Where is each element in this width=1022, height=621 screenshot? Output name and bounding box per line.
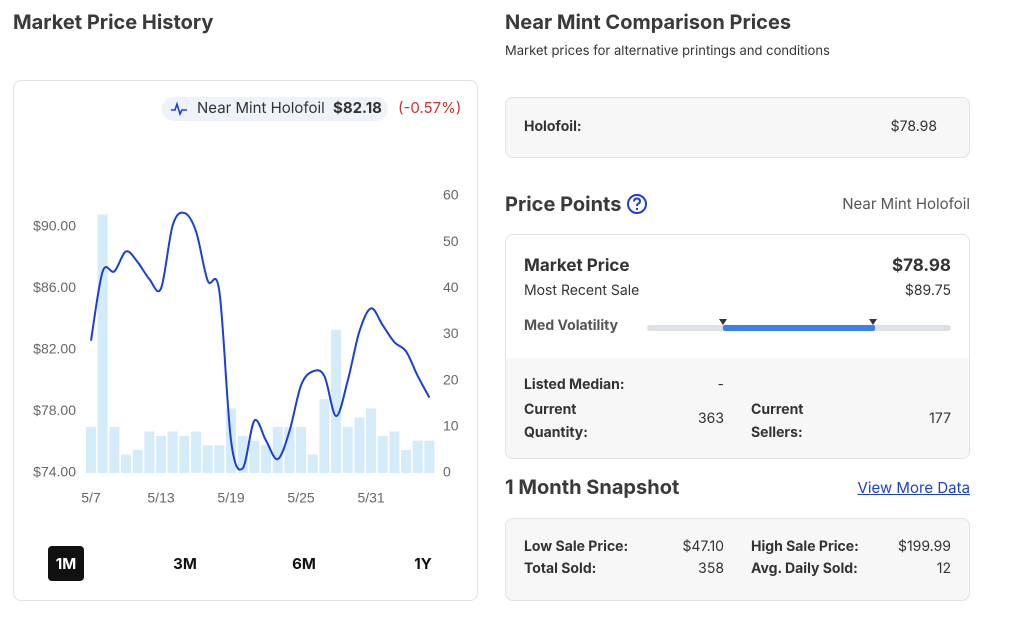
label: Low Sale Price: — [524, 538, 629, 555]
bar — [237, 436, 248, 473]
y-tick-label: $86.00 — [33, 279, 76, 295]
value: 358 — [698, 560, 724, 577]
legend-label: Near Mint Holofoil — [197, 98, 325, 117]
chart: $74.00 $78.00 $82.00 $86.00 $90.00 0 10 20 30 40 5… — [33, 187, 459, 506]
bar — [121, 454, 132, 473]
x-tick-label: 5/19 — [217, 490, 244, 506]
legend-pill — [162, 97, 388, 121]
range-button[interactable]: 6M — [292, 554, 316, 573]
bar — [272, 426, 283, 473]
value: 12 — [936, 560, 951, 577]
bar — [342, 426, 353, 473]
label: Med Volatility — [524, 317, 619, 334]
subtitle: Market prices for alternative printings … — [505, 43, 830, 59]
bar — [261, 445, 272, 473]
card-footer — [506, 358, 969, 458]
label: Listed Median: — [524, 376, 625, 393]
section-title: Near Mint Comparison Prices — [505, 10, 792, 34]
section-title: 1 Month Snapshot — [505, 475, 680, 499]
x-tick-label: 5/7 — [81, 490, 101, 506]
help-icon[interactable] — [626, 193, 648, 215]
value: 363 — [698, 410, 724, 427]
range-button[interactable]: 1M — [48, 546, 84, 581]
volatility-bar — [647, 319, 951, 331]
bar — [249, 440, 260, 473]
label: Current Sellers: — [751, 401, 804, 441]
bar — [424, 440, 435, 473]
bar — [156, 436, 167, 473]
label: Total Sold: — [524, 560, 597, 577]
y2-tick-label: 10 — [443, 418, 459, 434]
label: Market Price — [524, 256, 630, 276]
section-title: Price Points — [505, 192, 622, 216]
condition: Near Mint Holofoil — [842, 194, 970, 213]
bar — [144, 431, 155, 473]
legend-value: $82.18 — [333, 98, 382, 117]
x-tick-label: 5/13 — [147, 490, 174, 506]
value: $89.75 — [904, 282, 951, 299]
y2-tick-label: 0 — [443, 464, 451, 480]
bar — [214, 445, 225, 473]
value: 177 — [929, 410, 951, 427]
y-tick-label: $78.00 — [33, 402, 76, 418]
bar — [284, 426, 295, 473]
value: $78.98 — [891, 256, 951, 276]
value: $47.10 — [682, 538, 724, 555]
label: Holofoil: — [524, 118, 582, 135]
bar — [109, 426, 120, 473]
y-tick-label: $74.00 — [33, 464, 76, 480]
bar — [366, 408, 377, 473]
value: $78.98 — [890, 118, 937, 135]
bar — [202, 445, 213, 473]
label: Current Quantity: — [524, 401, 588, 441]
label: High Sale Price: — [751, 538, 859, 555]
bar — [401, 449, 412, 473]
legend-change: (-0.57%) — [398, 98, 462, 117]
chart-card — [13, 80, 478, 601]
bar — [86, 426, 96, 473]
bar — [331, 329, 342, 473]
y2-tick-label: 50 — [443, 233, 459, 249]
y2-tick-label: 40 — [443, 279, 459, 295]
range-button[interactable]: 3M — [173, 554, 197, 573]
x-tick-label: 5/25 — [287, 490, 314, 506]
snapshot-card — [505, 518, 970, 601]
line — [90, 211, 431, 471]
link[interactable]: View More Data — [857, 478, 970, 497]
bar — [191, 431, 202, 473]
bar — [307, 454, 318, 473]
bar — [412, 440, 423, 473]
y-tick-label: $82.00 — [33, 341, 76, 357]
comparison-card — [505, 97, 970, 158]
y2-tick-label: 60 — [443, 187, 459, 203]
bar — [354, 417, 365, 473]
section-title: Market Price History — [13, 10, 214, 34]
price-card — [505, 234, 970, 459]
y2-tick-label: 20 — [443, 371, 459, 387]
y-tick-label: $90.00 — [33, 217, 76, 233]
bar — [319, 399, 330, 473]
value: - — [717, 376, 724, 393]
bar — [389, 431, 400, 473]
bar — [132, 449, 143, 473]
range-button[interactable]: 1Y — [414, 554, 432, 573]
bar — [377, 436, 388, 473]
bar — [97, 214, 108, 473]
bar — [167, 431, 178, 473]
bar — [179, 436, 190, 473]
x-tick-label: 5/31 — [357, 490, 384, 506]
bar — [296, 426, 307, 473]
value: $199.99 — [898, 538, 951, 555]
label: Most Recent Sale — [524, 282, 640, 299]
legend-icon — [171, 101, 187, 117]
label: Avg. Daily Sold: — [751, 560, 858, 577]
y2-tick-label: 30 — [443, 325, 459, 341]
